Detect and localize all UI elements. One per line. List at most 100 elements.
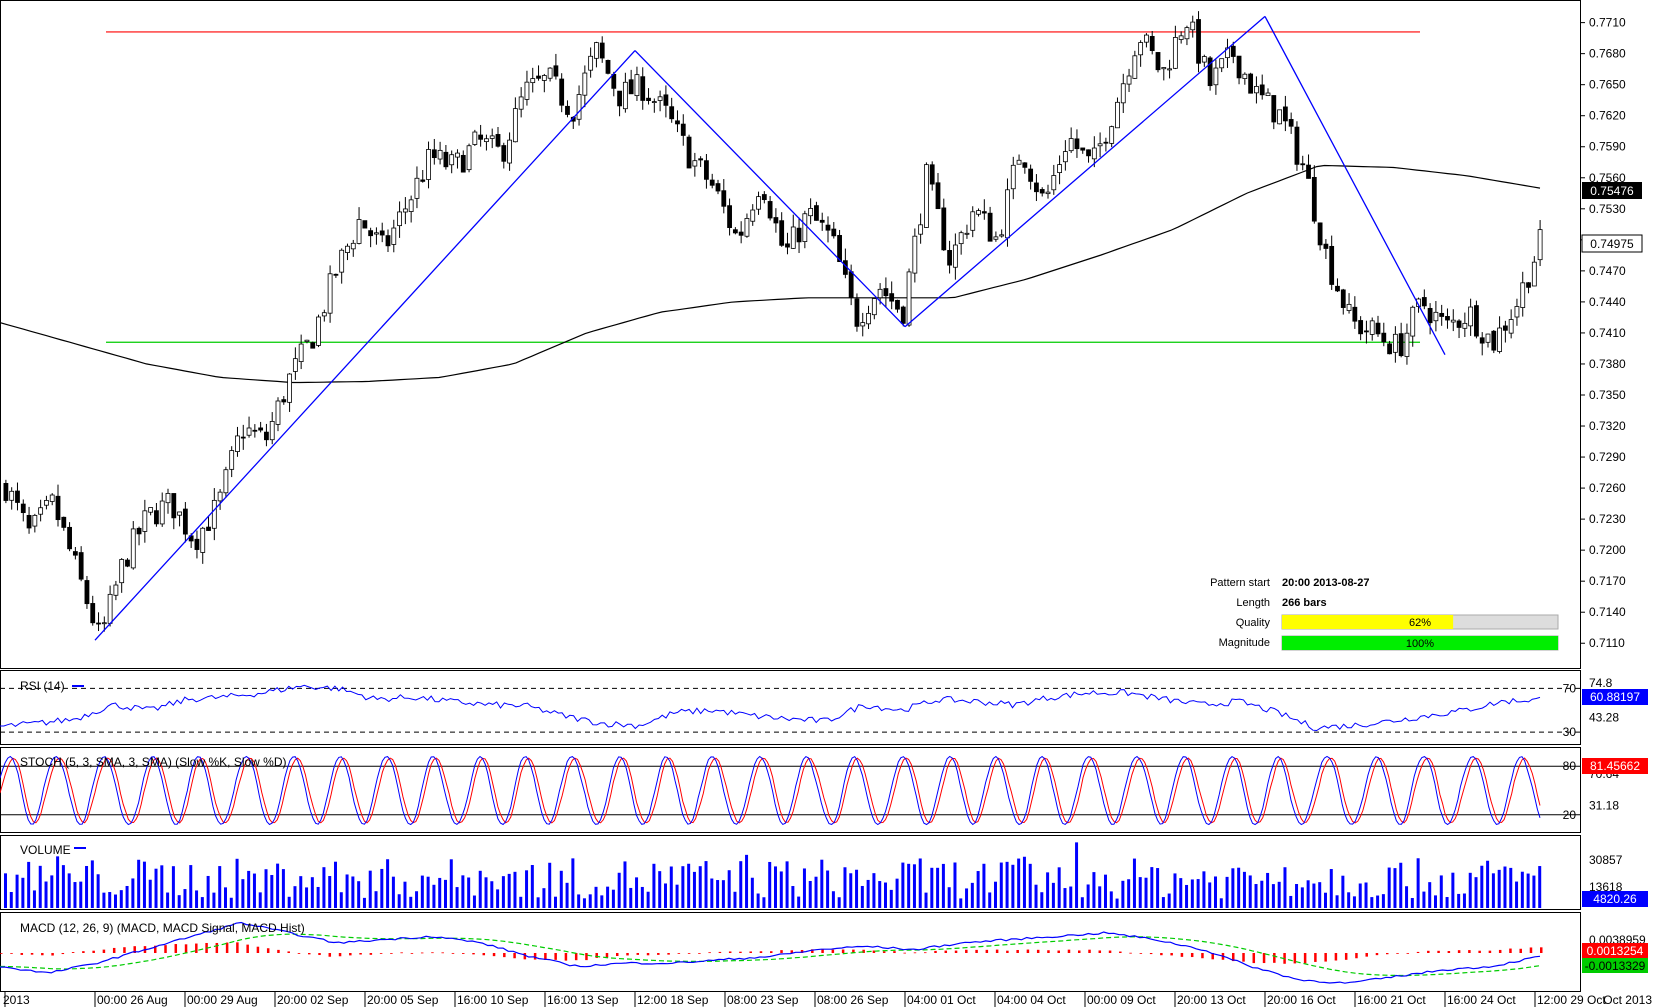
candle bbox=[49, 493, 55, 506]
macd-hist-bar bbox=[1488, 950, 1492, 953]
candle bbox=[159, 492, 165, 527]
volume-bar bbox=[791, 886, 795, 908]
price-tick-label: 0.7320 bbox=[1589, 419, 1626, 433]
candle bbox=[831, 222, 837, 239]
candle-body bbox=[1329, 245, 1335, 285]
macd-hist-bar bbox=[61, 953, 65, 955]
candle bbox=[1115, 97, 1120, 129]
candle bbox=[246, 416, 252, 438]
volume-bar bbox=[1225, 876, 1229, 908]
macd-hist-bar bbox=[1098, 950, 1102, 953]
candle-body bbox=[895, 299, 900, 310]
candle-body bbox=[84, 580, 90, 605]
time-tick-label: 16:00 24 Oct bbox=[1447, 993, 1516, 1007]
candle bbox=[345, 243, 350, 261]
candle bbox=[78, 546, 84, 582]
macd-hist-bar bbox=[770, 951, 773, 953]
candle-body bbox=[1445, 316, 1450, 321]
candle-body bbox=[61, 516, 67, 528]
candle bbox=[588, 47, 594, 78]
macd-hist-bar bbox=[708, 952, 711, 954]
volume-bar bbox=[611, 889, 615, 908]
macd-hist-bar bbox=[995, 949, 999, 953]
macd-hist-bar bbox=[1416, 951, 1420, 953]
volume-bar bbox=[1509, 867, 1513, 908]
volume-bar bbox=[1439, 875, 1443, 908]
volume-bar bbox=[357, 881, 361, 908]
candle bbox=[1450, 309, 1456, 332]
volume-bar bbox=[299, 876, 303, 908]
pattern-line bbox=[94, 50, 636, 641]
volume-bar bbox=[907, 863, 911, 908]
volume-bar bbox=[965, 888, 969, 908]
volume-bar bbox=[802, 868, 806, 908]
candle-body bbox=[1404, 332, 1410, 357]
candle-body bbox=[1277, 109, 1282, 125]
candle bbox=[350, 239, 356, 257]
volume-bar bbox=[125, 885, 129, 908]
candle-body bbox=[78, 552, 84, 580]
macd-hist-bar bbox=[913, 952, 917, 954]
candle-body bbox=[1306, 164, 1311, 179]
candle-body bbox=[547, 67, 553, 79]
candle-body bbox=[1086, 149, 1091, 157]
candle bbox=[1404, 323, 1410, 365]
candle bbox=[171, 493, 177, 530]
candle bbox=[941, 198, 947, 251]
volume-bar bbox=[50, 875, 54, 908]
volume-bar bbox=[142, 861, 146, 908]
candle-body bbox=[472, 131, 478, 145]
candle bbox=[1039, 187, 1045, 197]
volume-bar bbox=[1457, 893, 1461, 908]
volume-bar bbox=[1462, 893, 1466, 908]
candle-body bbox=[1346, 303, 1352, 311]
macd-hist-bar bbox=[544, 953, 547, 960]
volume-bar bbox=[1219, 898, 1223, 908]
volume-bar bbox=[270, 875, 274, 908]
candle bbox=[883, 277, 889, 308]
candle bbox=[1485, 333, 1491, 348]
volume-bar bbox=[554, 896, 557, 908]
macd-hist-bar bbox=[492, 953, 496, 957]
volume-bar bbox=[1208, 882, 1212, 908]
candle bbox=[165, 488, 171, 514]
candle-body bbox=[466, 145, 472, 171]
macd-hist-bar bbox=[574, 953, 578, 961]
candle bbox=[362, 220, 368, 229]
candle-body bbox=[304, 339, 310, 342]
candle-body bbox=[837, 235, 842, 263]
candle-body bbox=[935, 182, 941, 210]
candle bbox=[1271, 95, 1277, 130]
candle bbox=[252, 424, 258, 438]
candle bbox=[727, 198, 732, 236]
macd-hist-bar bbox=[1252, 953, 1256, 964]
volume-bar bbox=[1370, 897, 1374, 908]
macd-hist-bar bbox=[1447, 951, 1451, 953]
candle bbox=[518, 87, 524, 118]
candle bbox=[530, 67, 536, 93]
candle bbox=[1311, 165, 1317, 224]
volume-bar bbox=[501, 876, 505, 908]
macd-hist-bar bbox=[1108, 950, 1112, 953]
candle bbox=[547, 67, 553, 82]
candle bbox=[1138, 40, 1144, 67]
candle-body bbox=[1080, 147, 1086, 151]
volume-bar bbox=[745, 854, 749, 908]
candle-body bbox=[287, 373, 292, 403]
candle bbox=[507, 132, 512, 171]
candle-body bbox=[1537, 229, 1543, 261]
candle bbox=[420, 169, 426, 183]
candle bbox=[84, 575, 90, 609]
candle bbox=[1161, 67, 1167, 81]
candle-body bbox=[634, 74, 640, 97]
macd-hist-bar bbox=[1355, 953, 1358, 959]
rsi-level-label: 70 bbox=[1563, 681, 1577, 695]
candle bbox=[385, 229, 391, 252]
volume-bar bbox=[183, 889, 187, 908]
volume-bar bbox=[1202, 871, 1206, 908]
volume-bar bbox=[1364, 882, 1368, 908]
candle bbox=[501, 142, 507, 169]
volume-bar bbox=[982, 863, 986, 908]
price-tick-label: 0.7200 bbox=[1589, 543, 1626, 557]
candle-body bbox=[1520, 282, 1526, 308]
